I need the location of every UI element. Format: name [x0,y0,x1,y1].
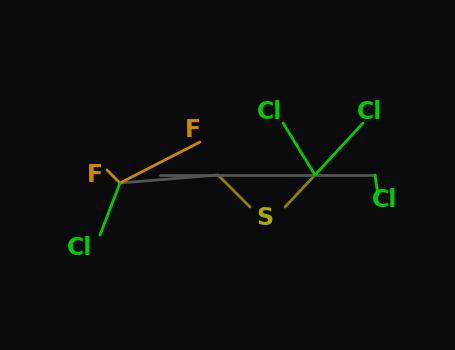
Text: S: S [257,206,273,230]
Text: F: F [185,118,201,142]
Text: Cl: Cl [372,188,398,212]
Text: Cl: Cl [258,100,283,124]
Text: Cl: Cl [357,100,383,124]
Text: F: F [87,163,103,187]
Text: Cl: Cl [67,236,93,260]
